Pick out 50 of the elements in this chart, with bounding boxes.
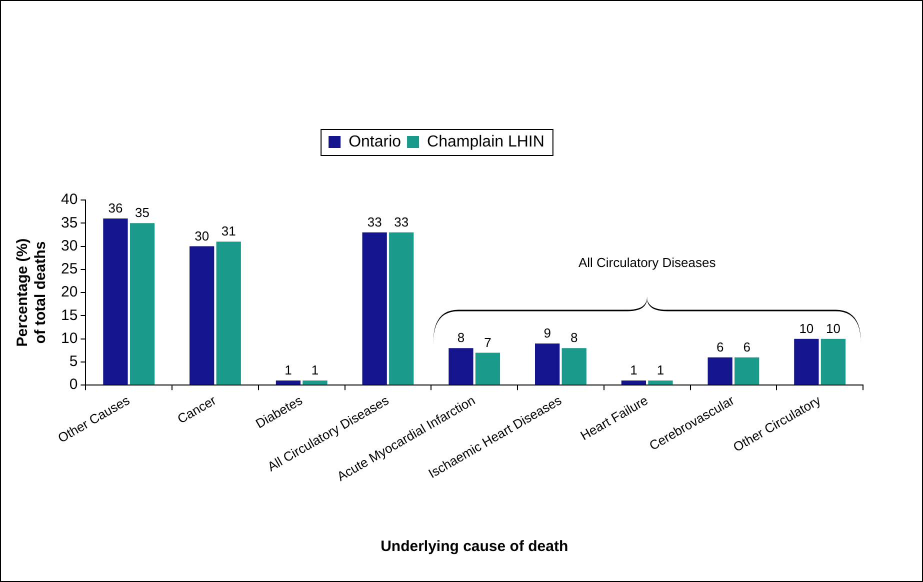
data-label: 33 (394, 214, 409, 230)
annotation: All Circulatory Diseases (578, 254, 716, 270)
y-tick-label: 20 (60, 284, 78, 301)
bar (190, 246, 214, 385)
y-tick-label: 15 (60, 306, 78, 324)
data-label: 36 (108, 200, 123, 216)
data-label: 30 (194, 228, 210, 244)
y-tick-label: 40 (60, 191, 78, 208)
data-label: 8 (457, 330, 465, 346)
data-label: 8 (570, 330, 578, 346)
y-axis-title: Percentage (%) of total deaths (14, 238, 50, 347)
legend-label: Ontario (348, 133, 402, 150)
bar (448, 348, 474, 385)
bar (535, 343, 560, 385)
bar (302, 380, 328, 385)
y-tick-label: 35 (60, 214, 78, 232)
bar (103, 218, 128, 385)
bar (130, 223, 155, 385)
bar (621, 380, 646, 385)
y-tick-label: 10 (60, 330, 78, 347)
data-label: 10 (799, 320, 814, 336)
data-label: 33 (367, 214, 382, 230)
data-label: 1 (284, 362, 292, 378)
data-label: 10 (826, 320, 840, 336)
y-tick-label: 25 (60, 260, 78, 278)
bar (708, 357, 732, 385)
x-axis-title: Underlying cause of death (380, 538, 568, 556)
data-label: 1 (656, 362, 664, 378)
legend-label: Champlain LHIN (427, 133, 544, 150)
data-label: 9 (544, 326, 551, 341)
data-label: 6 (743, 339, 750, 354)
y-tick-label: 5 (69, 353, 78, 370)
bar (389, 232, 414, 385)
bar (276, 380, 301, 385)
data-label: 35 (135, 205, 150, 220)
bar (734, 357, 760, 385)
bar (475, 352, 500, 385)
bar (820, 338, 846, 385)
bar (562, 348, 586, 385)
bar (794, 338, 819, 385)
bar (362, 232, 387, 385)
data-label: 1 (630, 362, 638, 378)
data-label: 6 (716, 339, 724, 354)
bar (216, 242, 241, 385)
data-label: 7 (484, 334, 492, 350)
data-label: 31 (221, 224, 236, 239)
y-tick-label: 30 (60, 237, 78, 254)
y-tick-label: 0 (69, 376, 78, 394)
bar (648, 380, 673, 385)
data-label: 1 (311, 362, 319, 378)
